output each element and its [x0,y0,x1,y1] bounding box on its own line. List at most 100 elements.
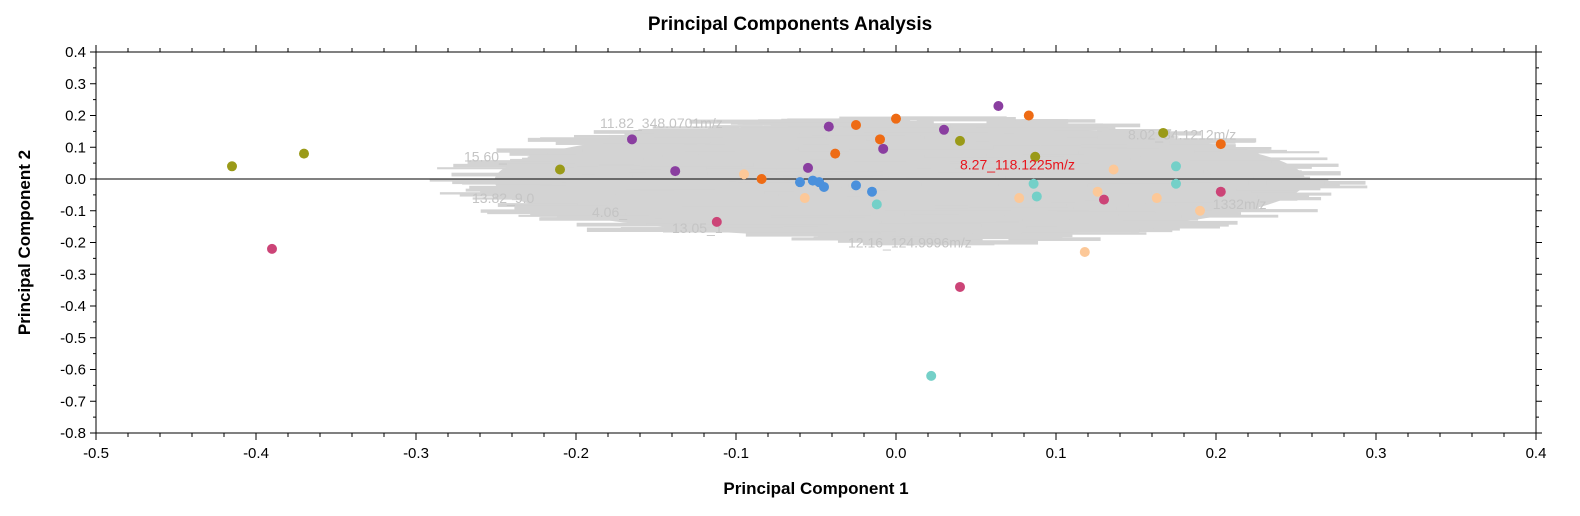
loading-mark [972,231,1035,235]
loading-mark [560,164,701,167]
score-point [1171,178,1181,189]
loading-mark [625,187,726,190]
y-tick-label: -0.1 [60,203,86,220]
loading-mark [1164,176,1254,180]
loading-mark [955,174,1000,179]
loading-mark [1072,217,1112,221]
loading-mark [947,128,1052,133]
loading-mark [778,212,905,216]
score-point [851,180,861,191]
x-tick-label: 0.3 [1366,445,1387,462]
x-axis-title: Principal Component 1 [723,479,908,498]
loading-mark [839,116,933,121]
x-tick-label: -0.4 [243,445,269,462]
loading-mark [850,201,973,205]
loading-mark [662,154,765,158]
loading-mark [608,134,726,138]
loading-mark [1006,145,1041,149]
loading-mark [1017,195,1117,199]
loading-mark [1008,237,1101,241]
y-tick-label: -0.2 [60,235,86,252]
y-tick-label: -0.3 [60,266,86,283]
loading-mark [715,187,799,191]
loading-mark [1056,211,1156,216]
loading-mark [1156,151,1259,156]
loading-mark [889,181,951,185]
score-point [891,113,901,124]
loading-mark [1096,148,1160,153]
loading-mark [593,130,707,134]
loading-mark [1003,157,1131,161]
loading-mark [777,127,827,132]
loading-mark [661,173,781,178]
x-tick-labels: -0.5 -0.4 -0.3 -0.2 -0.1 0.0 0.1 0.2 0.3 0.4 [83,445,1546,462]
loading-mark [817,233,881,238]
loading-mark [1018,139,1158,142]
loading-mark [730,121,795,125]
score-point [1099,194,1109,205]
y-tick-label: -0.6 [60,362,86,379]
score-point [875,134,885,145]
loading-mark [591,212,626,216]
loading-mark [846,197,886,201]
loading-mark [1222,149,1287,154]
loading-mark [555,159,603,162]
loading-mark [918,206,1048,211]
loading-mark [1252,189,1295,193]
loading-mark [1026,226,1058,229]
loading-mark [1021,232,1147,235]
faded-annotation: 11.82_348.0701m/z [600,115,723,131]
loading-mark [1252,170,1302,175]
loading-mark [745,232,855,237]
loading-mark [1118,213,1163,216]
score-point [819,181,829,192]
loading-mark [734,143,774,148]
score-point [955,281,965,292]
score-point [1151,193,1162,204]
loading-mark [578,169,671,172]
loading-mark [1096,169,1204,174]
score-point [871,199,882,210]
score-point [1023,110,1034,121]
loading-mark [896,229,988,234]
loading-mark [1106,131,1202,136]
loading-mark [961,154,1085,157]
loading-mark [911,218,997,223]
loading-mark [1136,146,1207,151]
loading-mark [956,141,1083,146]
loading-mark [723,168,777,171]
faded-annotation: 8.02_34.1212m/z [1128,126,1236,142]
loading-mark [1005,175,1039,179]
y-tick-label: -0.5 [60,330,86,347]
loading-mark [1004,214,1091,217]
loading-mark [916,116,1016,122]
loading-mark [630,167,662,170]
score-point [799,193,810,204]
loading-mark [566,182,649,187]
loading-mark [934,205,969,209]
loading-mark [789,203,875,208]
loading-mark [896,188,969,193]
loading-mark [960,183,1066,187]
loading-mark [1171,165,1284,170]
score-point [227,161,237,172]
loading-mark [1102,129,1142,132]
faded-annotation: 12.16_124.9996m/z [848,234,972,250]
loading-mark [1120,212,1242,216]
loading-mark [888,175,1019,178]
loading-mark [809,165,918,171]
loading-mark [1041,206,1074,210]
score-point [627,134,637,145]
loading-mark [1189,160,1280,164]
loading-mark [1087,183,1183,188]
loading-mark [765,144,873,149]
loading-mark [1266,179,1329,182]
loading-mark [1066,203,1129,207]
loading-mark [949,161,1061,164]
loading-mark [570,161,684,165]
loading-mark [545,196,646,201]
loading-mark [972,188,1050,193]
y-tick-label: 0.2 [65,108,86,125]
loading-mark [813,236,942,240]
loading-mark [1038,233,1073,238]
